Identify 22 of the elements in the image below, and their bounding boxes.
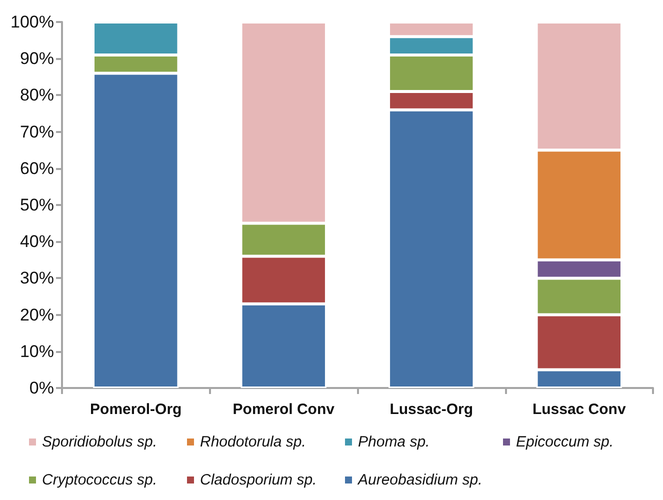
legend-label: Cladosporium sp. <box>200 472 317 488</box>
y-tick-label: 20% <box>20 305 54 324</box>
legend-label: Aureobasidium sp. <box>357 472 482 488</box>
legend-label: Phoma sp. <box>358 434 430 450</box>
legend-label: Sporidiobolus sp. <box>42 434 158 450</box>
y-tick-label: 10% <box>20 342 54 361</box>
y-tick-label: 30% <box>20 268 54 288</box>
legend-label: Rhodotorula sp. <box>200 434 306 450</box>
y-tick-label: 90% <box>20 49 54 68</box>
legend-label: Cryptococcus sp. <box>42 472 158 488</box>
y-tick-label: 0% <box>29 378 54 398</box>
y-tick-label: 40% <box>20 232 54 252</box>
y-tick-label: 70% <box>20 122 54 142</box>
x-tick-label: Lussac Conv <box>532 401 626 418</box>
x-tick-label: Lussac-Org <box>390 401 474 418</box>
y-tick-label: 50% <box>20 196 54 214</box>
x-tick-label: Pomerol Conv <box>232 401 336 418</box>
legend-label: Epicoccum sp. <box>516 434 614 450</box>
y-tick-label: 60% <box>20 158 54 178</box>
y-tick-label: 100% <box>10 12 54 32</box>
x-tick-label: Pomerol-Org <box>90 401 182 418</box>
y-tick-label: 80% <box>20 86 54 105</box>
